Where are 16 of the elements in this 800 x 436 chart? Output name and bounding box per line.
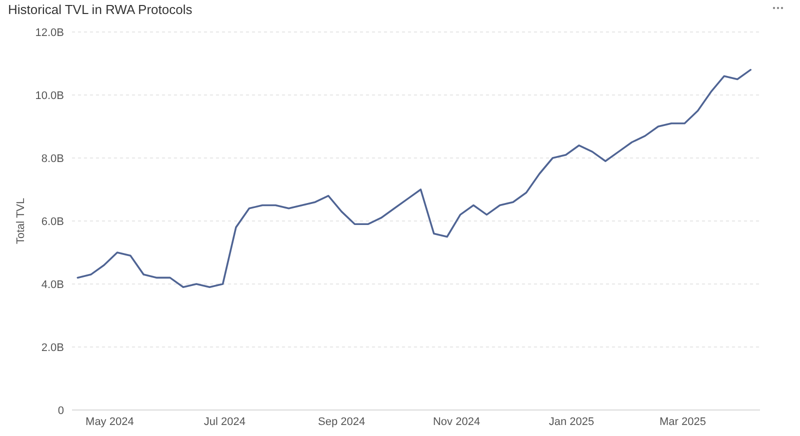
y-tick-label: 8.0B <box>41 152 64 165</box>
x-tick-label: May 2024 <box>86 416 134 428</box>
x-tick-label: Mar 2025 <box>659 416 706 428</box>
x-tick-label: Nov 2024 <box>432 416 480 428</box>
y-axis-title: Total TVL <box>15 198 27 244</box>
y-tick-label: 6.0B <box>41 216 64 228</box>
x-tick-label: Jan 2025 <box>548 416 594 428</box>
y-tick-label: 10.0B <box>35 90 64 102</box>
y-tick-label: 12.0B <box>35 26 64 39</box>
y-tick-label: 4.0B <box>41 278 64 291</box>
y-tick-label: 0 <box>58 404 64 417</box>
chart-title: Historical TVL in RWA Protocols <box>8 2 193 17</box>
x-tick-label: Sep 2024 <box>318 416 366 428</box>
x-tick-label: Jul 2024 <box>204 416 246 428</box>
line-series <box>76 68 752 288</box>
y-tick-label: 2.0B <box>41 342 64 354</box>
